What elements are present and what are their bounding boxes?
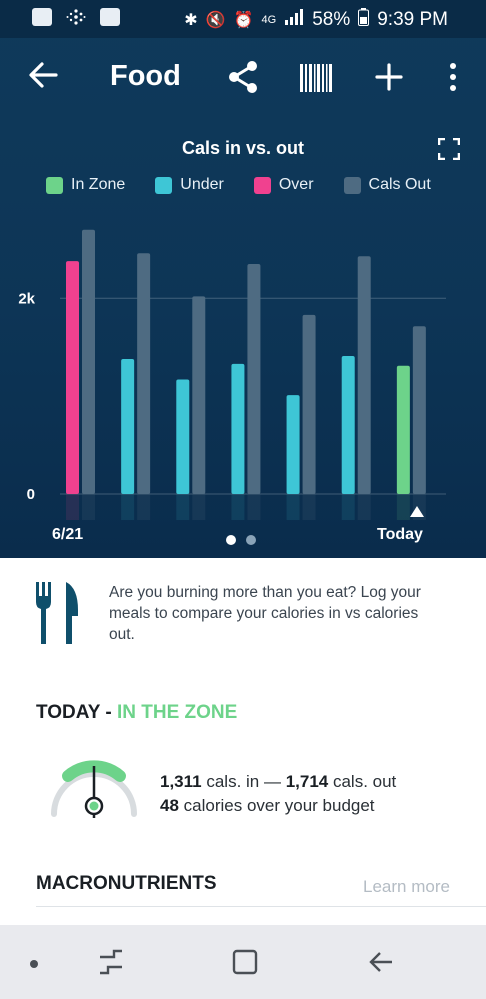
bar-reflection: [192, 494, 206, 520]
signal-icon: [284, 9, 304, 30]
bar-cals-in[interactable]: [231, 363, 245, 494]
page-dot-2[interactable]: [246, 535, 256, 545]
bar-reflection: [231, 494, 245, 520]
cals-in-label: cals. in —: [201, 772, 286, 791]
bar-reflection: [137, 494, 151, 520]
info-text: Are you burning more than you eat? Log y…: [109, 584, 421, 643]
bar-reflection: [286, 494, 300, 520]
chart-start-date: 6/21: [52, 526, 84, 543]
app-bar: Food: [0, 44, 486, 114]
bar-cals-out[interactable]: [412, 326, 426, 494]
page-title: Food: [110, 60, 181, 92]
zone-gauge-icon: [51, 760, 137, 818]
bar-cals-out[interactable]: [137, 253, 151, 494]
chart-title: Cals in vs. out: [181, 138, 305, 158]
divider: [36, 906, 486, 907]
expand-icon[interactable]: [438, 138, 460, 160]
share-icon[interactable]: [226, 60, 260, 94]
clock: 9:39 PM: [377, 8, 448, 30]
cals-in-value: 1,311: [160, 772, 202, 791]
over-label: calories over your budget: [178, 796, 375, 815]
alarm-icon: ⏰: [233, 11, 254, 29]
legend-swatch: [155, 176, 173, 194]
budget-line: 48 calories over your budget: [160, 794, 396, 818]
bluetooth-icon: ✱: [184, 11, 198, 29]
mute-icon: 🔇: [205, 11, 226, 29]
page-indicator[interactable]: [226, 535, 256, 545]
legend-swatch: [253, 176, 271, 194]
more-vert-icon[interactable]: [440, 60, 466, 94]
dot-icon[interactable]: [30, 960, 38, 968]
bar-reflection: [357, 494, 371, 520]
bar-reflection: [82, 494, 95, 520]
today-prefix: TODAY -: [36, 702, 117, 723]
gallery-icon: [100, 8, 120, 26]
bar-cals-out[interactable]: [192, 296, 206, 494]
bar-reflection: [341, 494, 355, 520]
page-dot-1[interactable]: [226, 535, 236, 545]
bar-cals-out[interactable]: [302, 314, 316, 494]
outlook-icon: [32, 8, 52, 26]
legend-label: Over: [278, 176, 314, 193]
legend-over: Over: [253, 176, 314, 194]
legend-label: Cals Out: [368, 176, 431, 193]
today-marker-icon: [410, 506, 424, 517]
bar-cals-out[interactable]: [82, 229, 95, 495]
legend-label: Under: [180, 176, 224, 193]
bar-cals-in[interactable]: [176, 379, 190, 494]
macronutrients-heading: MACRONUTRIENTS: [36, 873, 217, 894]
bar-cals-in[interactable]: [341, 356, 355, 494]
legend-in-zone: In Zone: [46, 176, 125, 194]
bar-cals-in[interactable]: [286, 395, 300, 494]
bar-cals-in[interactable]: [121, 358, 135, 494]
bar-cals-in[interactable]: [66, 261, 79, 494]
today-status: IN THE ZONE: [116, 702, 238, 723]
plus-icon[interactable]: [372, 60, 406, 94]
chart-end-date: Today: [377, 526, 423, 543]
battery-icon: [358, 8, 370, 31]
battery-level: 58%: [312, 8, 351, 30]
cals-out-value: 1,714: [285, 772, 329, 791]
fork-knife-icon: [36, 582, 78, 644]
info-card: Are you burning more than you eat? Log y…: [0, 558, 486, 678]
bar-reflection: [396, 494, 410, 520]
over-value: 48: [160, 796, 179, 815]
back-icon[interactable]: [366, 947, 396, 977]
learn-more-link[interactable]: Learn more: [363, 877, 450, 896]
chart-legend: In Zone Under Over Cals Out: [46, 176, 431, 194]
bar-reflection: [121, 494, 135, 520]
legend-cals-out: Cals Out: [343, 176, 431, 194]
legend-swatch: [343, 176, 361, 194]
cals-in-out-line: 1,311 cals. in — 1,714 cals. out: [160, 770, 396, 794]
y-tick-label: 2k: [18, 290, 35, 307]
bar-reflection: [66, 494, 79, 520]
today-heading: TODAY - IN THE ZONE: [36, 702, 237, 724]
status-bar: ✱ 🔇 ⏰ 4G 58% 9:39 PM: [0, 0, 486, 38]
bar-reflection: [247, 494, 261, 520]
y-tick-label: 0: [27, 486, 35, 503]
back-arrow-icon[interactable]: [26, 58, 60, 92]
data-icon: 4G: [261, 13, 277, 26]
bar-cals-in[interactable]: [396, 365, 410, 494]
today-summary: 1,311 cals. in — 1,714 cals. out 48 calo…: [160, 770, 396, 818]
legend-under: Under: [155, 176, 224, 194]
bar-cals-out[interactable]: [357, 256, 371, 494]
bar-reflection: [302, 494, 316, 520]
cals-out-label: cals. out: [328, 772, 397, 791]
barcode-icon[interactable]: [300, 64, 332, 92]
system-nav-bar: [0, 925, 486, 999]
fitbit-icon: [66, 8, 86, 26]
recent-apps-icon[interactable]: [96, 947, 126, 977]
legend-label: In Zone: [71, 176, 126, 193]
calories-bar-chart[interactable]: 0 2k: [0, 220, 486, 520]
legend-swatch: [46, 176, 63, 194]
bar-cals-out[interactable]: [247, 264, 261, 494]
bar-reflection: [176, 494, 190, 520]
home-icon[interactable]: [230, 947, 260, 977]
